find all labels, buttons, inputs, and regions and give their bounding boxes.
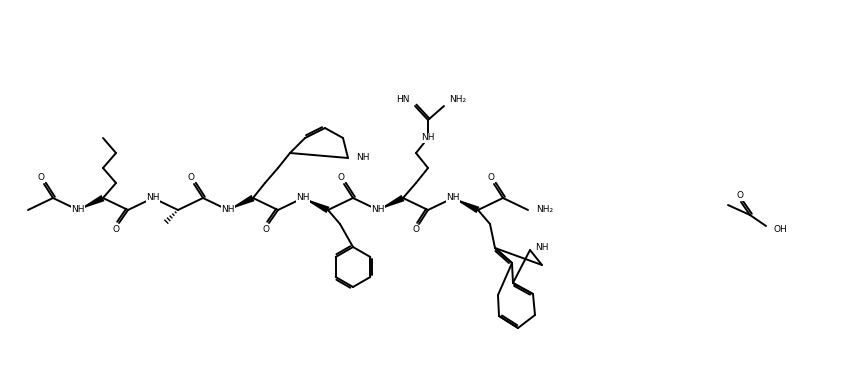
- Text: NH₂: NH₂: [449, 96, 466, 105]
- Text: O: O: [187, 174, 194, 183]
- Text: O: O: [487, 174, 494, 183]
- Text: NH: NH: [446, 193, 460, 202]
- Text: OH: OH: [774, 225, 788, 234]
- Text: NH: NH: [356, 154, 370, 163]
- Text: NH: NH: [421, 133, 435, 142]
- Text: O: O: [37, 174, 44, 183]
- Text: NH₂: NH₂: [536, 206, 553, 214]
- Text: O: O: [412, 225, 419, 234]
- Polygon shape: [378, 195, 405, 210]
- Text: O: O: [736, 191, 744, 200]
- Text: O: O: [337, 174, 344, 183]
- Text: O: O: [262, 225, 269, 234]
- Polygon shape: [78, 195, 105, 210]
- Text: HN: HN: [396, 96, 410, 105]
- Polygon shape: [228, 195, 255, 210]
- Text: NH: NH: [371, 206, 385, 214]
- Text: O: O: [112, 225, 119, 234]
- Text: NH: NH: [72, 206, 84, 214]
- Text: NH: NH: [222, 206, 235, 214]
- Text: NH: NH: [535, 243, 549, 252]
- Text: NH: NH: [147, 193, 160, 202]
- Text: NH: NH: [296, 193, 310, 202]
- Polygon shape: [303, 198, 330, 213]
- Polygon shape: [453, 198, 480, 213]
